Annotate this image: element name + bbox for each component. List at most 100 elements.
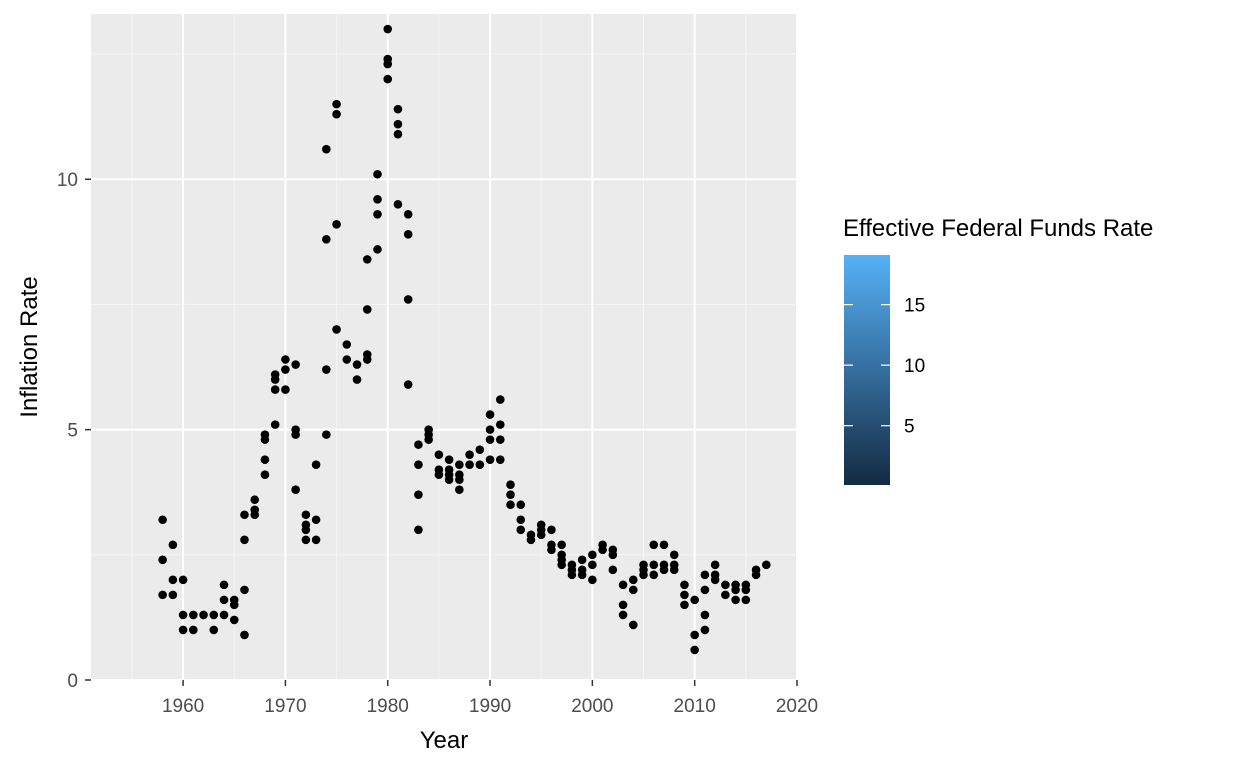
- data-point: [649, 540, 659, 550]
- data-point: [649, 570, 659, 580]
- data-point: [577, 555, 587, 565]
- data-point: [168, 575, 178, 585]
- data-point: [209, 610, 219, 620]
- data-point: [168, 590, 178, 600]
- data-point: [649, 560, 659, 570]
- data-point: [393, 119, 403, 129]
- data-point: [240, 510, 249, 520]
- data-point: [475, 460, 485, 469]
- data-point: [669, 550, 679, 560]
- data-point: [485, 425, 495, 434]
- data-point: [639, 570, 648, 580]
- data-point: [373, 245, 382, 254]
- y-axis-title: Inflation Rate: [16, 276, 43, 417]
- data-point: [158, 555, 167, 565]
- data-point: [516, 500, 526, 510]
- data-point: [322, 365, 331, 374]
- x-tick-label: 1980: [367, 696, 409, 717]
- data-point: [628, 620, 638, 630]
- data-point: [414, 525, 423, 535]
- data-point: [311, 515, 321, 525]
- data-points: [158, 24, 771, 655]
- data-point: [373, 194, 382, 204]
- data-point: [414, 440, 423, 449]
- legend-title: Effective Federal Funds Rate: [843, 215, 1153, 242]
- data-point: [710, 575, 720, 585]
- data-point: [393, 104, 403, 114]
- data-point: [536, 530, 546, 540]
- data-point: [526, 535, 536, 545]
- data-point: [229, 600, 239, 610]
- data-point: [291, 430, 300, 439]
- data-point: [189, 610, 198, 620]
- x-tick-label: 1960: [162, 696, 204, 717]
- data-point: [270, 375, 280, 384]
- plot-panel: [91, 14, 797, 680]
- data-point: [506, 500, 515, 510]
- data-point: [455, 475, 464, 484]
- data-point: [700, 570, 710, 580]
- data-point: [158, 590, 167, 600]
- data-point: [547, 525, 556, 535]
- data-point: [680, 580, 689, 590]
- data-point: [495, 395, 505, 404]
- data-point: [434, 450, 444, 459]
- data-point: [690, 595, 699, 605]
- data-point: [557, 540, 566, 550]
- data-point: [444, 475, 454, 484]
- data-point: [332, 99, 341, 109]
- legend-tick-label: 10: [904, 356, 925, 377]
- legend-colorbar: [844, 255, 890, 485]
- data-point: [260, 470, 270, 479]
- data-point: [240, 535, 249, 545]
- data-point: [342, 340, 352, 349]
- data-point: [240, 630, 249, 640]
- data-point: [557, 560, 566, 570]
- data-point: [219, 610, 229, 620]
- data-point: [700, 610, 710, 620]
- y-axis: 0 5 10: [57, 170, 91, 692]
- data-point: [547, 545, 556, 555]
- legend-tick-label: 5: [904, 417, 915, 438]
- data-point: [352, 375, 362, 384]
- data-point: [362, 305, 372, 314]
- data-point: [383, 59, 393, 69]
- data-point: [628, 575, 638, 585]
- data-point: [311, 535, 321, 545]
- data-point: [403, 295, 413, 304]
- data-point: [577, 570, 587, 580]
- data-point: [700, 625, 710, 635]
- data-point: [485, 410, 495, 419]
- data-point: [189, 625, 198, 635]
- data-point: [485, 455, 495, 464]
- data-point: [700, 585, 710, 595]
- major-gridlines: [91, 14, 798, 681]
- data-point: [260, 435, 270, 444]
- legend-tick-label: 15: [904, 296, 925, 317]
- data-point: [178, 610, 188, 620]
- data-point: [342, 355, 352, 364]
- data-point: [322, 144, 331, 154]
- data-point: [588, 560, 597, 570]
- data-point: [659, 540, 669, 550]
- data-point: [352, 360, 362, 369]
- data-point: [383, 24, 393, 34]
- data-point: [332, 109, 341, 119]
- data-point: [598, 545, 607, 555]
- data-point: [751, 565, 761, 575]
- data-point: [506, 480, 515, 490]
- data-point: [465, 460, 474, 469]
- data-point: [495, 420, 505, 429]
- data-point: [301, 535, 311, 545]
- data-point: [414, 490, 423, 500]
- data-point: [424, 435, 433, 444]
- data-point: [516, 515, 526, 525]
- data-point: [659, 565, 669, 575]
- x-tick-label: 1970: [264, 696, 306, 717]
- data-point: [680, 590, 689, 600]
- data-point: [403, 380, 413, 389]
- data-point: [178, 575, 188, 585]
- data-point: [332, 325, 341, 334]
- data-point: [403, 210, 413, 219]
